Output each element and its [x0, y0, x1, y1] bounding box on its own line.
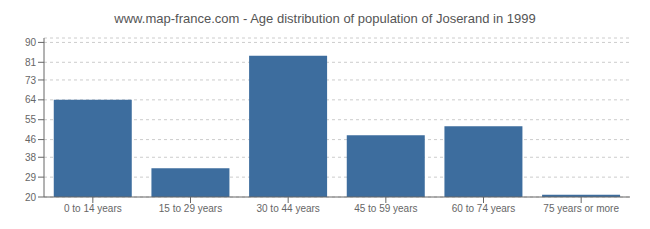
svg-text:64: 64	[25, 94, 37, 105]
svg-text:20: 20	[25, 192, 37, 203]
svg-text:29: 29	[25, 172, 37, 183]
svg-text:46: 46	[25, 134, 37, 145]
svg-text:38: 38	[25, 152, 37, 163]
svg-text:81: 81	[25, 57, 37, 68]
html-text:www.map-france.com - Age distr: www.map-france.com - Age distribution of…	[114, 11, 536, 26]
svg-text:30 to 44 years: 30 to 44 years	[256, 203, 319, 214]
svg-text:0 to 14 years: 0 to 14 years	[64, 203, 122, 214]
svg-text:55: 55	[25, 114, 37, 125]
svg-text:60 to 74 years: 60 to 74 years	[452, 203, 515, 214]
svg-text:90: 90	[25, 37, 37, 48]
svg-text:15 to 29 years: 15 to 29 years	[159, 203, 222, 214]
svg-text:73: 73	[25, 75, 37, 86]
svg-text:45 to 59 years: 45 to 59 years	[354, 203, 417, 214]
svg-text:75 years or more: 75 years or more	[543, 203, 619, 214]
